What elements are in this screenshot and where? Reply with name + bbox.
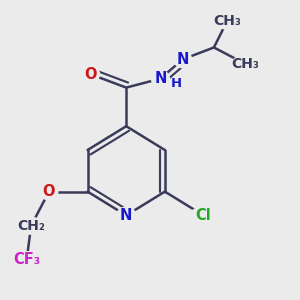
Text: O: O [43, 184, 55, 199]
Text: CH₃: CH₃ [231, 57, 259, 71]
Ellipse shape [19, 218, 44, 234]
Text: N: N [176, 52, 189, 67]
Ellipse shape [174, 51, 192, 68]
Ellipse shape [214, 12, 241, 29]
Ellipse shape [117, 207, 136, 224]
Text: CH₂: CH₂ [17, 219, 45, 233]
Ellipse shape [14, 252, 39, 268]
Text: CH₃: CH₃ [213, 14, 241, 28]
Text: N: N [154, 71, 167, 86]
Text: Cl: Cl [196, 208, 211, 223]
Ellipse shape [190, 207, 217, 224]
Text: O: O [84, 67, 97, 82]
Text: CF₃: CF₃ [13, 253, 40, 268]
Ellipse shape [82, 66, 100, 82]
Ellipse shape [40, 183, 58, 200]
Text: N: N [120, 208, 132, 223]
Ellipse shape [232, 56, 259, 72]
Ellipse shape [152, 70, 169, 87]
Text: H: H [171, 76, 182, 90]
